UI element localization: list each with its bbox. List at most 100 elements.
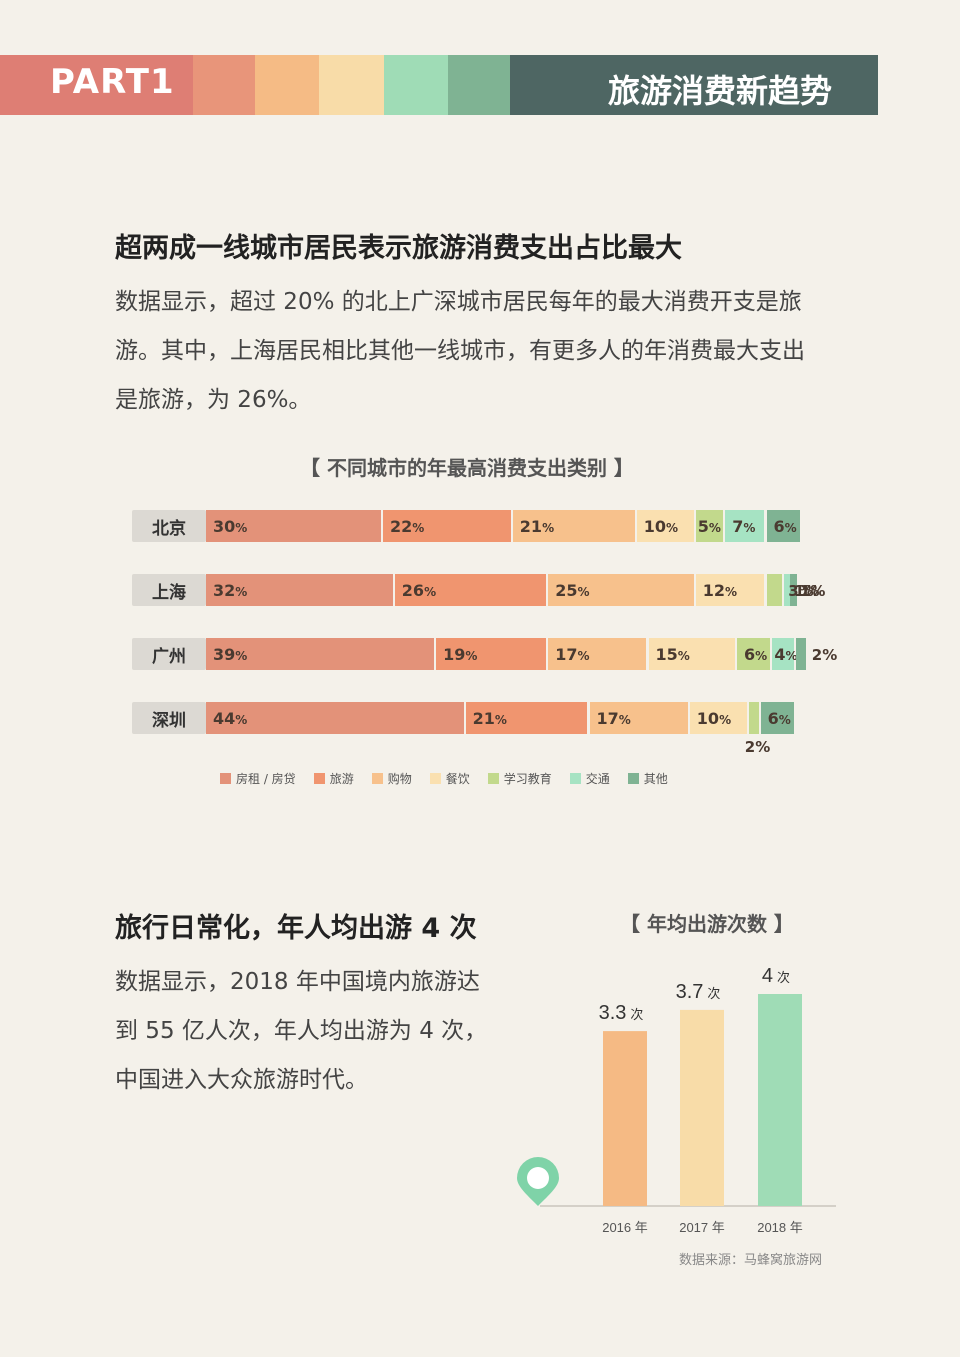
bar-segment: 26% <box>394 574 549 606</box>
bar-segment: 12% <box>695 574 767 606</box>
segment-value-label: 1% <box>800 582 826 600</box>
header-title: 旅游消费新趋势 <box>608 72 833 110</box>
segment-value-label: 44% <box>213 708 248 728</box>
segment-value-label: 17% <box>596 708 631 728</box>
header-band-segment <box>448 55 510 115</box>
bar-segment: 6% <box>766 510 802 542</box>
section2-line-3: 中国进入大众旅游时代。 <box>115 1067 368 1093</box>
header-band-segment <box>384 55 448 115</box>
segment-value-label: 10% <box>643 516 678 536</box>
segment-value-label: 25% <box>555 580 590 600</box>
bar-segment: 15% <box>648 638 737 670</box>
legend-label: 餐饮 <box>445 772 470 786</box>
bar-segment: 17% <box>548 638 649 670</box>
legend-item: 餐饮 <box>429 770 470 787</box>
trips-category-label: 2018 年 <box>757 1220 803 1235</box>
segment-value-label: 1% <box>794 582 820 600</box>
bar-segment <box>766 574 785 606</box>
segment-value-label: 5% <box>697 516 721 536</box>
stack-chart-title: 【 不同城市的年最高消费支出类别 】 <box>300 456 634 480</box>
bar-segment: 7% <box>725 510 767 542</box>
trips-unit-label: 次 <box>630 1007 643 1022</box>
bar-segment: 21% <box>465 702 590 734</box>
legend-swatch <box>627 773 639 784</box>
percent-sign: % <box>235 584 248 599</box>
part-label: PART1 <box>50 62 175 102</box>
trips-category-label: 2017 年 <box>679 1220 725 1235</box>
bar-segment: 19% <box>436 638 549 670</box>
legend-item: 旅游 <box>313 770 354 787</box>
bar-segment: 5% <box>695 510 726 542</box>
segment-value-label: 6% <box>773 516 797 536</box>
section1-paragraph: 数据显示，超过 20% 的北上广深城市居民每年的最大消费开支是旅 游。其中，上海… <box>115 278 855 425</box>
segment-value-label: 12% <box>702 580 737 600</box>
percent-sign: % <box>719 712 732 727</box>
percent-sign: % <box>235 712 248 727</box>
percent-sign: % <box>577 584 590 599</box>
legend-label: 交通 <box>585 772 610 786</box>
segment-value-label: 21% <box>519 516 555 536</box>
segment-value-label: 4% <box>774 644 798 664</box>
percent-sign: % <box>465 648 478 663</box>
trips-bar <box>758 994 802 1206</box>
segment-value-label: 32% <box>213 580 248 600</box>
percent-sign: % <box>424 584 437 599</box>
segment-value-label: 10% <box>696 708 732 728</box>
percent-sign: % <box>618 712 631 727</box>
legend-item: 购物 <box>371 770 412 787</box>
segment-value-label: 21% <box>472 708 507 728</box>
section2-line-2: 到 55 亿人次，年人均出游为 4 次， <box>115 1018 488 1044</box>
trips-unit-label: 次 <box>777 970 790 985</box>
bar-segment: 39% <box>206 638 437 670</box>
percent-sign: % <box>778 712 791 727</box>
legend-swatch <box>220 773 231 784</box>
legend-swatch <box>313 773 325 784</box>
segment-value-label: 15% <box>655 644 690 664</box>
trips-bar-chart: 3.3 次 2016 年 3.7 次 2017 年 4 次 2018 年 <box>517 965 836 1235</box>
bar-segment: 10% <box>636 510 696 542</box>
trips-bar <box>603 1031 647 1206</box>
bar-segment <box>790 574 800 606</box>
percent-sign: % <box>677 648 690 663</box>
segment-value-label: 3% <box>788 582 814 600</box>
segment-value-label: 7% <box>732 516 756 536</box>
percent-sign: % <box>784 520 797 535</box>
bar-segment: 10% <box>689 702 749 734</box>
segment-value-label: 39% <box>213 644 248 664</box>
chart-legend: 房租 / 房贷 旅游 购物 餐饮 学习教育 交通 其他 <box>220 770 686 787</box>
legend-item: 房租 / 房贷 <box>220 770 296 787</box>
trips-bar <box>680 1009 724 1206</box>
location-pin-icon <box>517 1157 559 1206</box>
percent-sign: % <box>708 520 721 535</box>
bar-segment: 17% <box>589 702 690 734</box>
header-band-segment <box>510 55 878 115</box>
legend-label: 学习教育 <box>503 772 552 786</box>
legend-label: 其他 <box>643 772 668 786</box>
segment-value-label: 19% <box>443 644 478 664</box>
header-band-segment <box>0 55 193 115</box>
section1-line-2: 游。其中，上海居民相比其他一线城市，有更多人的年消费最大支出 <box>115 338 805 364</box>
legend-swatch <box>429 773 441 784</box>
section2-paragraph: 数据显示，2018 年中国境内旅游达 到 55 亿人次，年人均出游为 4 次， … <box>115 958 515 1105</box>
city-label: 北京 <box>132 510 206 542</box>
legend-swatch <box>569 773 581 784</box>
stacked-bar-chart: 北京 30% 22% 21% 10% 5% 7% 6% 上海 32% 26% 25% 12% 3% 1% 1%… <box>130 510 850 770</box>
chart-row: 广州 39% 19% 17% 15% 6% 4% 2% <box>130 638 850 672</box>
segment-value-label: 2% <box>744 738 771 756</box>
section2-title: 旅行日常化，年人均出游 4 次 <box>115 913 477 944</box>
percent-sign: % <box>235 520 248 535</box>
percent-sign: % <box>412 520 425 535</box>
legend-label: 购物 <box>387 772 412 786</box>
legend-item: 交通 <box>569 770 610 787</box>
segment-value-label: 30% <box>213 516 248 536</box>
bar-segment: 22% <box>383 510 513 542</box>
percent-sign: % <box>494 712 507 727</box>
legend-label: 旅游 <box>329 772 354 786</box>
header-band-segment <box>255 55 319 115</box>
percent-sign: % <box>755 648 768 663</box>
trips-value-label: 3.3 次 <box>599 1002 644 1024</box>
header-band <box>0 55 878 115</box>
segment-value-label: 26% <box>401 580 437 600</box>
bar-segment: 44% <box>206 702 466 734</box>
